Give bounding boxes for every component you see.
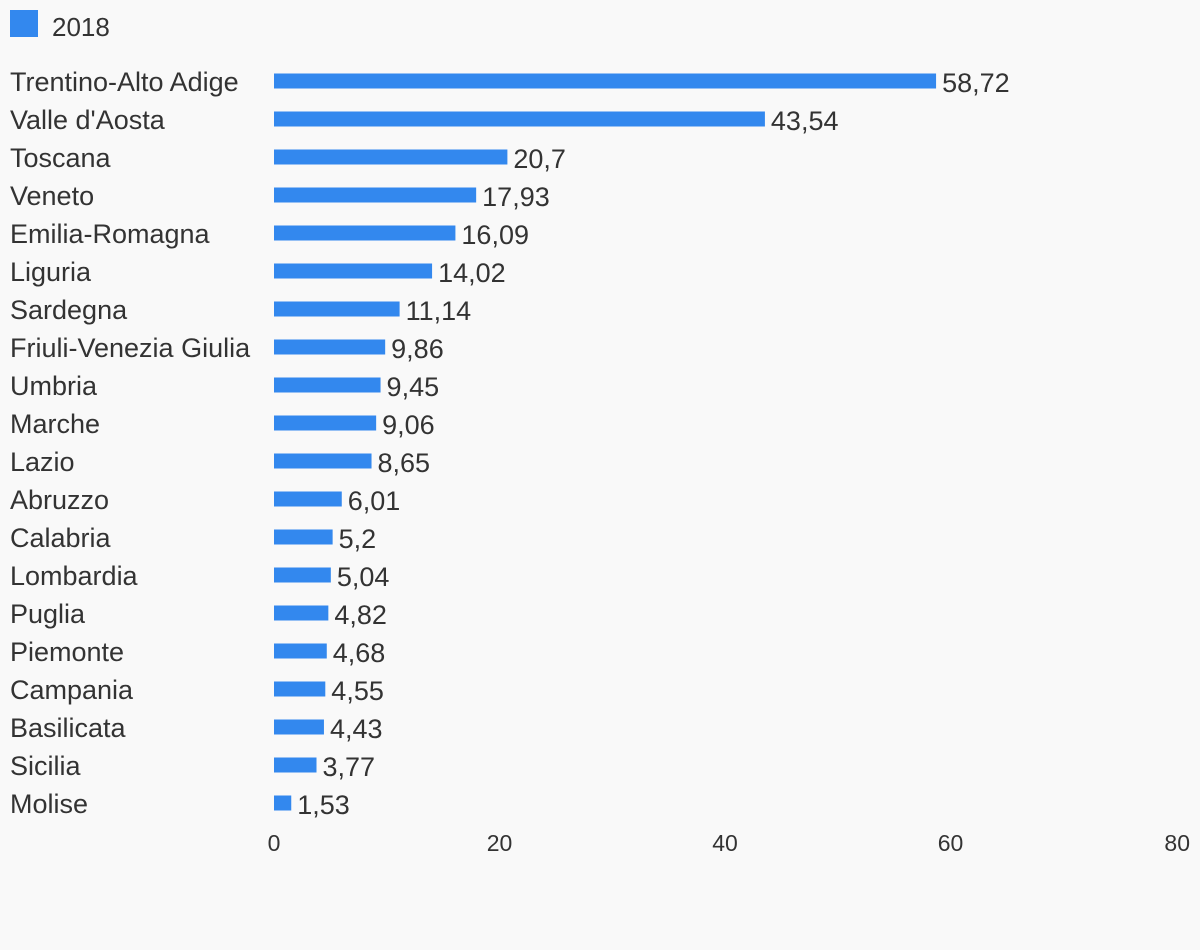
category-label-lombardia: Lombardia <box>10 561 139 591</box>
category-label-sicilia: Sicilia <box>10 751 82 781</box>
value-label-calabria: 5,2 <box>339 524 377 554</box>
bar-valle-d-aosta <box>274 111 765 127</box>
value-label-basilicata: 4,43 <box>330 714 383 744</box>
category-label-campania: Campania <box>10 675 134 705</box>
bar-sardegna <box>274 301 400 317</box>
category-label-abruzzo: Abruzzo <box>10 485 109 515</box>
value-label-molise: 1,53 <box>297 790 350 820</box>
bar-emilia-romagna <box>274 225 456 241</box>
x-tick-label-60: 60 <box>938 830 964 856</box>
bar-molise <box>274 795 292 811</box>
legend-label-2018: 2018 <box>52 12 110 42</box>
value-label-umbria: 9,45 <box>387 372 440 402</box>
value-label-trentino-alto-adige: 58,72 <box>942 68 1010 98</box>
x-tick-label-0: 0 <box>268 830 281 856</box>
category-label-valle-d-aosta: Valle d'Aosta <box>10 105 166 135</box>
bar-veneto <box>274 187 477 203</box>
x-tick-label-80: 80 <box>1164 830 1190 856</box>
value-label-liguria: 14,02 <box>438 258 506 288</box>
value-label-emilia-romagna: 16,09 <box>461 220 529 250</box>
bar-friuli-venezia-giulia <box>274 339 386 355</box>
bar-umbria <box>274 377 381 393</box>
value-label-toscana: 20,7 <box>513 144 566 174</box>
category-label-marche: Marche <box>10 409 100 439</box>
category-label-lazio: Lazio <box>10 447 75 477</box>
bar-liguria <box>274 263 433 279</box>
bar-puglia <box>274 605 329 621</box>
bar-campania <box>274 681 326 697</box>
legend-swatch <box>10 10 38 37</box>
value-label-friuli-venezia-giulia: 9,86 <box>391 334 444 364</box>
category-label-friuli-venezia-giulia: Friuli-Venezia Giulia <box>10 333 251 363</box>
category-labels: Trentino-Alto Adige Valle d'Aosta Toscana V… <box>10 67 251 819</box>
value-label-piemonte: 4,68 <box>333 638 386 668</box>
legend: 2018 <box>10 10 110 42</box>
value-label-sicilia: 3,77 <box>323 752 376 782</box>
category-label-trentino-alto-adige: Trentino-Alto Adige <box>10 67 239 97</box>
value-label-puglia: 4,82 <box>334 600 387 630</box>
category-label-piemonte: Piemonte <box>10 637 124 667</box>
bar-lazio <box>274 453 372 469</box>
category-label-calabria: Calabria <box>10 523 112 553</box>
x-axis: 0 20 40 60 80 <box>268 830 1190 856</box>
value-labels: 58,72 43,54 20,7 17,93 16,09 14,02 11,14 9,86 9,… <box>297 68 1009 820</box>
category-label-puglia: Puglia <box>10 599 86 629</box>
value-label-sardegna: 11,14 <box>406 296 472 326</box>
bar-lombardia <box>274 567 331 583</box>
value-label-lazio: 8,65 <box>378 448 431 478</box>
category-label-liguria: Liguria <box>10 257 92 287</box>
value-label-valle-d-aosta: 43,54 <box>771 106 839 136</box>
bar-toscana <box>274 149 508 165</box>
bar-calabria <box>274 529 333 545</box>
bar-trentino-alto-adige <box>274 73 937 89</box>
value-label-marche: 9,06 <box>382 410 435 440</box>
category-label-veneto: Veneto <box>10 181 94 211</box>
value-label-campania: 4,55 <box>331 676 384 706</box>
bars <box>274 73 937 811</box>
bar-piemonte <box>274 643 327 659</box>
category-label-umbria: Umbria <box>10 371 98 401</box>
category-label-molise: Molise <box>10 789 88 819</box>
value-label-abruzzo: 6,01 <box>348 486 401 516</box>
x-tick-label-20: 20 <box>487 830 513 856</box>
category-label-emilia-romagna: Emilia-Romagna <box>10 219 211 249</box>
bar-basilicata <box>274 719 324 735</box>
bar-sicilia <box>274 757 317 773</box>
value-label-veneto: 17,93 <box>482 182 550 212</box>
bar-abruzzo <box>274 491 342 507</box>
category-label-sardegna: Sardegna <box>10 295 128 325</box>
category-label-toscana: Toscana <box>10 143 112 173</box>
x-tick-label-40: 40 <box>712 830 738 856</box>
category-label-basilicata: Basilicata <box>10 713 127 743</box>
bar-marche <box>274 415 377 431</box>
value-label-lombardia: 5,04 <box>337 562 390 592</box>
